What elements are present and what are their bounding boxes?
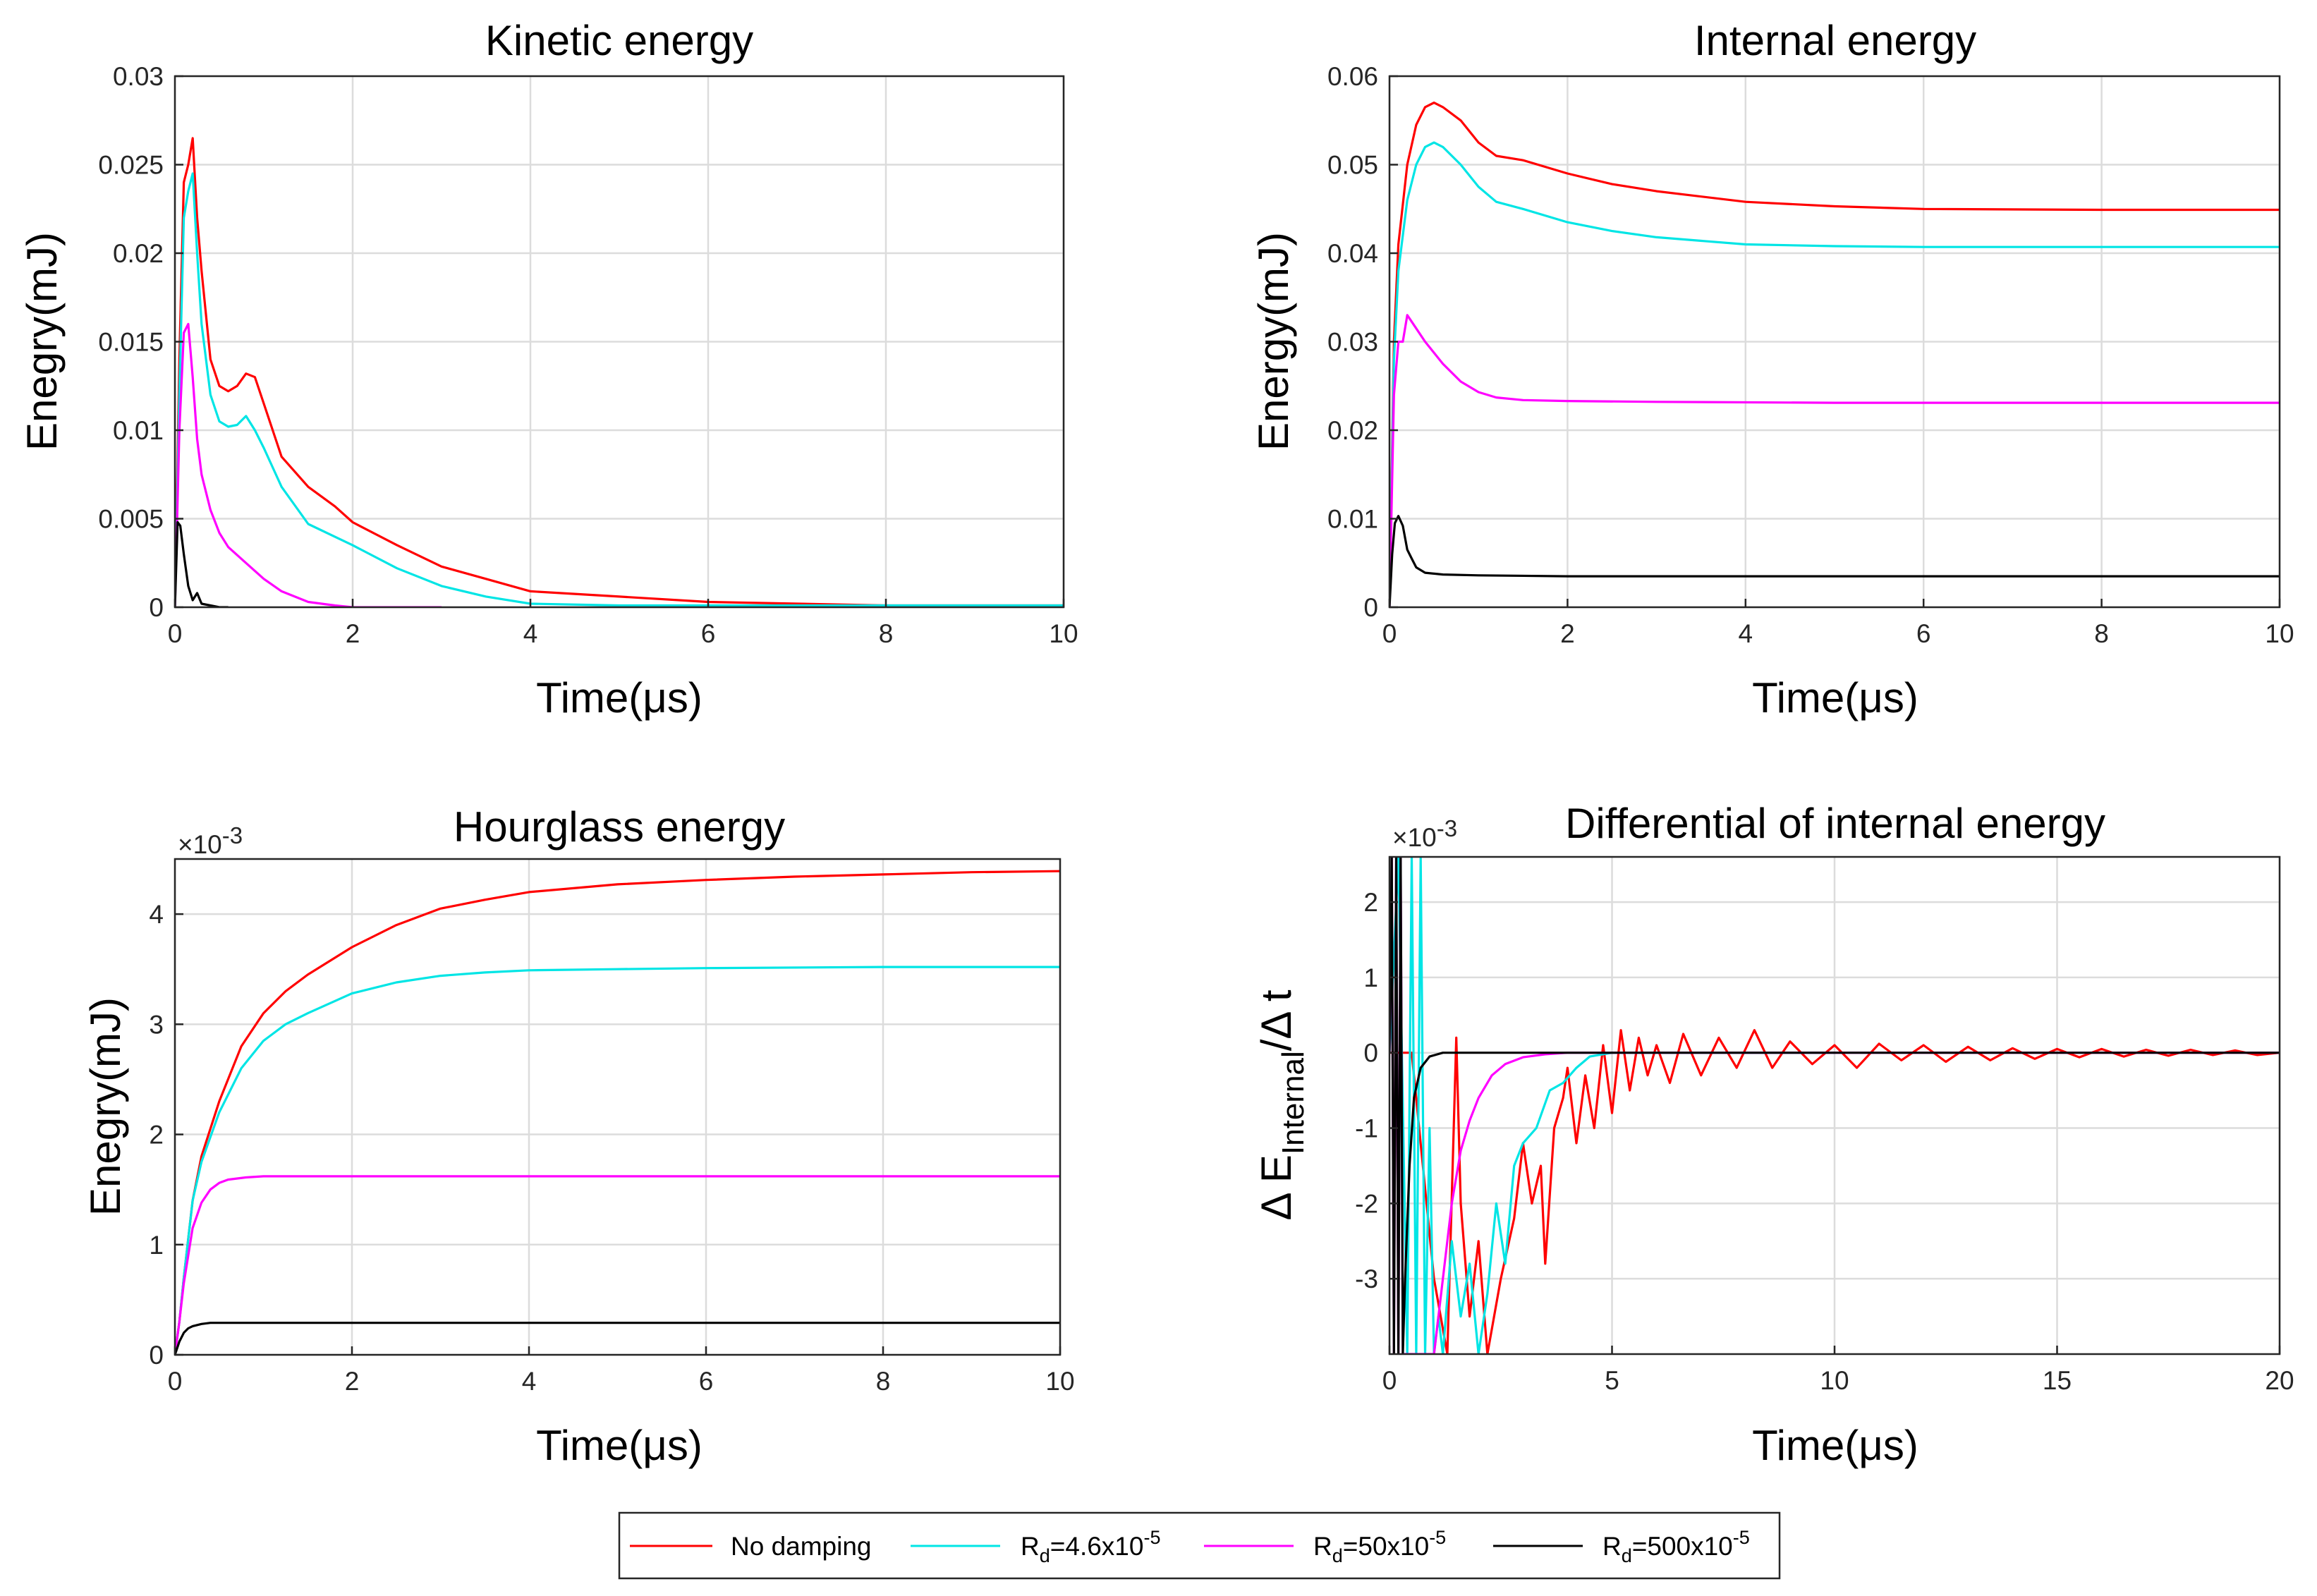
- kinetic-xtick-label: 0: [168, 619, 183, 648]
- hourglass-ylabel: Enegry(mJ): [82, 997, 129, 1216]
- internal-energy-panel: Internal energy 0 2 4 6 8 10 0 0.01 0.02 0.03 0.04…: [1250, 17, 2294, 721]
- kinetic-xtick-label: 10: [1049, 619, 1078, 648]
- legend-box: [618, 1511, 1781, 1580]
- internal-series-2: [1389, 314, 2280, 607]
- hourglass-xtick-label: 2: [345, 1367, 360, 1396]
- legend-label-rd-500: Rd=500x10-5: [1603, 1527, 1750, 1566]
- internal-xtick-label: 4: [1739, 619, 1753, 648]
- kinetic-ytick-label: 0.02: [113, 239, 164, 268]
- hourglass-series-3: [175, 1322, 1060, 1355]
- hourglass-energy-panel: Hourglass energy ×10-3 0 2 4 6 8 10 0 1 2 3 4 Time…: [82, 803, 1075, 1469]
- hourglass-ytick-label: 2: [149, 1121, 164, 1150]
- kinetic-series-0: [175, 137, 1064, 607]
- hourglass-series-2: [175, 1175, 1060, 1355]
- hourglass-xtick-label: 4: [522, 1367, 537, 1396]
- internal-xlabel: Time(μs): [1752, 674, 1918, 721]
- kinetic-ytick-label: 0.03: [113, 62, 164, 91]
- kinetic-xtick-label: 2: [346, 619, 360, 648]
- hourglass-xlabel: Time(μs): [536, 1422, 703, 1469]
- internal-xtick-label: 0: [1382, 619, 1397, 648]
- differential-ytick-label: -2: [1355, 1189, 1378, 1218]
- legend: No damping Rd=4.6x10-5 Rd=50x10-5 Rd=500…: [618, 1511, 1781, 1580]
- legend-entry-no-damping: No damping: [630, 1532, 872, 1561]
- kinetic-ytick-label: 0.025: [98, 151, 164, 180]
- hourglass-xtick-label: 8: [876, 1367, 891, 1396]
- hourglass-series-1: [175, 965, 1060, 1355]
- kinetic-ytick-label: 0.015: [98, 328, 164, 357]
- hourglass-ytick-label: 4: [149, 900, 164, 929]
- kinetic-ylabel: Enegry(mJ): [18, 232, 66, 451]
- differential-title: Differential of internal energy: [1565, 800, 2105, 847]
- hourglass-ytick-label: 1: [149, 1231, 164, 1260]
- internal-series-3: [1389, 515, 2280, 607]
- hourglass-xtick-label: 6: [699, 1367, 714, 1396]
- differential-xtick-label: 5: [1605, 1366, 1619, 1395]
- kinetic-series-1: [175, 172, 1064, 607]
- internal-title: Internal energy: [1694, 17, 1976, 64]
- internal-ytick-label: 0.05: [1327, 151, 1378, 180]
- differential-ytick-label: 1: [1363, 963, 1378, 992]
- internal-ytick-label: 0.03: [1327, 328, 1378, 357]
- kinetic-xtick-label: 4: [523, 619, 538, 648]
- legend-label-no-damping: No damping: [731, 1532, 872, 1561]
- legend-entry-rd-4-6: Rd=4.6x10-5: [911, 1527, 1160, 1566]
- hourglass-axes-box: [174, 858, 1062, 1356]
- hourglass-xtick-label: 10: [1045, 1367, 1074, 1396]
- kinetic-ytick-label: 0.01: [113, 416, 164, 445]
- legend-label-rd-4-6: Rd=4.6x10-5: [1021, 1527, 1160, 1566]
- legend-entry-rd-500: Rd=500x10-5: [1493, 1527, 1750, 1566]
- kinetic-xtick-label: 6: [701, 619, 716, 648]
- internal-ytick-label: 0.02: [1327, 416, 1378, 445]
- legend-label-rd-50: Rd=50x10-5: [1313, 1527, 1446, 1566]
- differential-multiplier: ×10-3: [1392, 815, 1457, 852]
- hourglass-multiplier: ×10-3: [178, 822, 243, 859]
- differential-series-1: [1389, 857, 1835, 1354]
- kinetic-ytick-label: 0.005: [98, 505, 164, 534]
- internal-ytick-label: 0.06: [1327, 62, 1378, 91]
- differential-xtick-label: 0: [1382, 1366, 1397, 1395]
- internal-series-1: [1389, 141, 2280, 607]
- internal-xtick-label: 2: [1560, 619, 1575, 648]
- kinetic-xlabel: Time(μs): [536, 674, 703, 721]
- differential-xlabel: Time(μs): [1752, 1422, 1918, 1469]
- differential-xtick-label: 10: [1820, 1366, 1849, 1395]
- differential-ylabel: Δ EInternal/Δ t: [1253, 989, 1310, 1220]
- kinetic-series-3: [175, 520, 229, 607]
- hourglass-ytick-label: 3: [149, 1010, 164, 1039]
- kinetic-ytick-label: 0: [149, 593, 164, 622]
- internal-xtick-label: 10: [2265, 619, 2294, 648]
- differential-xtick-label: 20: [2265, 1366, 2294, 1395]
- differential-ytick-label: 0: [1363, 1039, 1378, 1068]
- differential-ytick-label: 2: [1363, 888, 1378, 917]
- hourglass-title: Hourglass energy: [454, 803, 785, 851]
- differential-xtick-label: 15: [2043, 1366, 2072, 1395]
- kinetic-series-2: [175, 322, 442, 607]
- internal-ytick-label: 0.01: [1327, 505, 1378, 534]
- hourglass-xtick-label: 0: [168, 1367, 183, 1396]
- differential-panel: Differential of internal energy ×10-3 0 5…: [1253, 800, 2294, 1469]
- internal-xtick-label: 8: [2094, 619, 2109, 648]
- internal-xtick-label: 6: [1916, 619, 1931, 648]
- kinetic-energy-panel: Kinetic energy 0 2 4 6 8 10 0 0.005 0.01 0.015 0.0…: [18, 17, 1078, 721]
- kinetic-xtick-label: 8: [879, 619, 894, 648]
- internal-ytick-label: 0.04: [1327, 239, 1378, 268]
- internal-ytick-label: 0: [1363, 593, 1378, 622]
- legend-entry-rd-50: Rd=50x10-5: [1204, 1527, 1446, 1566]
- kinetic-title: Kinetic energy: [485, 17, 753, 64]
- hourglass-series-0: [175, 870, 1060, 1355]
- hourglass-ytick-label: 0: [149, 1341, 164, 1370]
- differential-series-3: [1389, 857, 2280, 1354]
- differential-ytick-label: -3: [1355, 1265, 1378, 1293]
- differential-ytick-label: -1: [1355, 1114, 1378, 1143]
- internal-series-0: [1389, 102, 2280, 607]
- internal-ylabel: Energy(mJ): [1250, 232, 1297, 451]
